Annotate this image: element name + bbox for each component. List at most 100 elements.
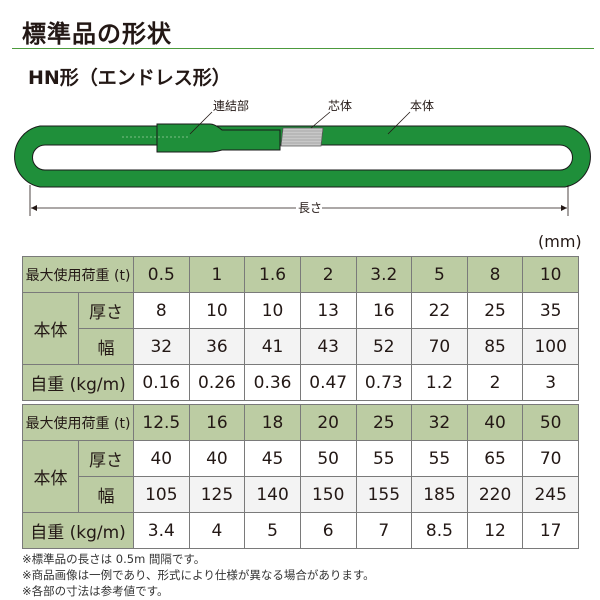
cell: 3.2	[355, 256, 413, 293]
label-core: 芯体	[328, 99, 352, 113]
cell: 4	[188, 512, 246, 549]
cell: 43	[299, 328, 357, 365]
title-divider	[12, 48, 594, 49]
header-load: 最大使用荷重 (t)	[22, 256, 134, 293]
cell: 1	[188, 256, 246, 293]
header-weight: 自重 (kg/m)	[22, 512, 134, 549]
cell: 12	[466, 512, 524, 549]
sling-joint	[156, 123, 281, 153]
cell: 65	[466, 440, 524, 477]
cell: 220	[466, 476, 524, 513]
cell: 245	[522, 476, 579, 513]
header-weight: 自重 (kg/m)	[22, 364, 134, 401]
cell: 3	[522, 364, 579, 401]
cell: 85	[466, 328, 524, 365]
spec-table-2: 最大使用荷重 (t) 12.5 16 18 20 25 32 40 50 本体 厚さ 40 40…	[22, 404, 579, 549]
header-width: 幅	[78, 328, 134, 365]
cell: 36	[188, 328, 246, 365]
sling-diagram: 連結部 芯体 本体 長さ	[14, 98, 591, 216]
cell: 10	[522, 256, 579, 293]
cell: 8.5	[411, 512, 468, 549]
cell: 35	[522, 292, 579, 329]
cell: 7	[355, 512, 413, 549]
cell: 0.47	[299, 364, 357, 401]
cell: 3.4	[133, 512, 190, 549]
cell: 32	[411, 404, 468, 441]
cell: 150	[299, 476, 357, 513]
row-weight: 自重 (kg/m) 0.16 0.26 0.36 0.47 0.73 1.2 2 3	[22, 364, 579, 401]
label-length: 長さ	[298, 201, 322, 215]
cell: 6	[299, 512, 357, 549]
cell: 140	[244, 476, 301, 513]
cell: 1.2	[411, 364, 468, 401]
cell: 50	[522, 404, 579, 441]
cell: 40	[466, 404, 524, 441]
cell: 1.6	[244, 256, 301, 293]
cell: 40	[188, 440, 246, 477]
cell: 185	[411, 476, 468, 513]
cell: 16	[355, 292, 413, 329]
cell: 55	[411, 440, 468, 477]
unit-label: (mm)	[538, 232, 582, 251]
cell: 16	[188, 404, 246, 441]
cell: 10	[244, 292, 301, 329]
cell: 20	[299, 404, 357, 441]
header-body: 本体	[22, 292, 79, 365]
cell: 5	[244, 512, 301, 549]
cell: 0.73	[355, 364, 413, 401]
header-thickness: 厚さ	[78, 292, 134, 329]
cell: 2	[299, 256, 357, 293]
cell: 100	[522, 328, 579, 365]
cell: 32	[133, 328, 190, 365]
cell: 70	[411, 328, 468, 365]
cell: 41	[244, 328, 301, 365]
row-weight: 自重 (kg/m) 3.4 4 5 6 7 8.5 12 17	[22, 512, 579, 549]
cell: 155	[355, 476, 413, 513]
cell: 50	[299, 440, 357, 477]
cell: 8	[133, 292, 190, 329]
cell: 0.36	[244, 364, 301, 401]
row-thickness: 本体 厚さ 8 10 10 13 16 22 25 35	[22, 292, 579, 365]
cell: 45	[244, 440, 301, 477]
cell: 10	[188, 292, 246, 329]
label-joint: 連結部	[213, 98, 249, 113]
cell: 18	[244, 404, 301, 441]
notes: ※標準品の長さは 0.5m 間隔です。 ※商品画像は一例であり、形式により仕様が…	[22, 551, 375, 599]
note: ※標準品の長さは 0.5m 間隔です。	[22, 552, 206, 566]
cell: 0.16	[133, 364, 190, 401]
row-width: 幅 32 36 41 43 52 70 85 100	[23, 328, 579, 365]
note: ※各部の寸法は参考値です。	[22, 584, 169, 598]
header-body: 本体	[22, 440, 79, 513]
page-title: 標準品の形状	[22, 20, 172, 48]
cell: 22	[411, 292, 468, 329]
note: ※商品画像は一例であり、形式により仕様が異なる場合があります。	[22, 568, 375, 582]
cell: 12.5	[133, 404, 190, 441]
cell: 25	[355, 404, 413, 441]
sling-core	[280, 127, 324, 147]
row-load: 最大使用荷重 (t) 12.5 16 18 20 25 32 40 50	[22, 404, 579, 441]
section-title: HN形（エンドレス形）	[28, 67, 231, 89]
cell: 0.5	[133, 256, 190, 293]
cell: 8	[466, 256, 524, 293]
cell: 17	[522, 512, 579, 549]
row-width: 幅 105 125 140 150 155 185 220 245	[23, 476, 579, 513]
spec-table-1: 最大使用荷重 (t) 0.5 1 1.6 2 3.2 5 8 10 本体 厚さ 8 10 10 13…	[22, 256, 579, 401]
cell: 52	[355, 328, 413, 365]
cell: 70	[522, 440, 579, 477]
header-thickness: 厚さ	[78, 440, 134, 477]
row-load: 最大使用荷重 (t) 0.5 1 1.6 2 3.2 5 8 10	[22, 256, 579, 293]
cell: 125	[188, 476, 246, 513]
row-thickness: 本体 厚さ 40 40 45 50 55 55 65 70	[22, 440, 579, 513]
header-load: 最大使用荷重 (t)	[22, 404, 134, 441]
label-body: 本体	[410, 99, 434, 113]
cell: 5	[411, 256, 468, 293]
cell: 2	[466, 364, 524, 401]
cell: 105	[133, 476, 190, 513]
cell: 25	[466, 292, 524, 329]
cell: 13	[299, 292, 357, 329]
cell: 0.26	[188, 364, 246, 401]
cell: 40	[133, 440, 190, 477]
header-width: 幅	[78, 476, 134, 513]
cell: 55	[355, 440, 413, 477]
